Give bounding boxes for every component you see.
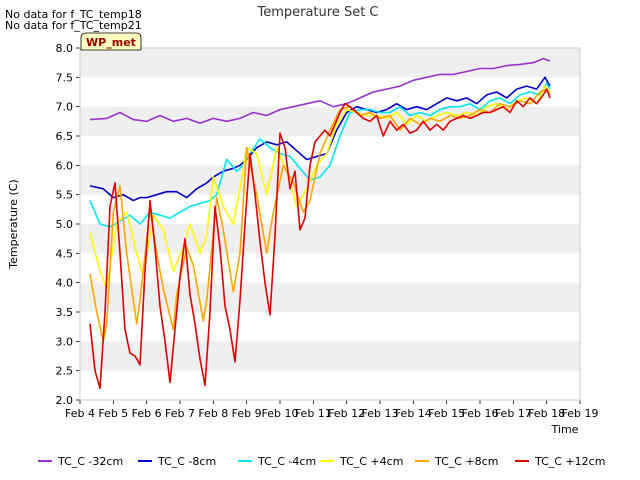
plot-frame [79, 47, 581, 401]
grid-band [80, 165, 580, 195]
legend-label: TC_C -8cm [157, 455, 216, 468]
x-tick-label: Feb 14 [395, 407, 432, 420]
x-tick-label: Feb 15 [428, 407, 465, 420]
no-data-note-1: No data for f_TC_temp18 [5, 8, 142, 21]
x-tick-label: Feb 6 [132, 407, 162, 420]
series-line-2 [89, 76, 551, 202]
grid-band [80, 341, 580, 371]
y-tick-label: 8.0 [56, 42, 74, 55]
wp-met-badge: WP_met [80, 32, 142, 51]
x-tick-label: Feb 11 [295, 407, 332, 420]
no-data-note-2: No data for f_TC_temp21 [5, 19, 142, 32]
x-tick-label: Feb 4 [65, 407, 95, 420]
x-tick-label: Feb 10 [262, 407, 299, 420]
grid-band [80, 48, 580, 78]
x-tick-label: Feb 16 [462, 407, 499, 420]
y-tick-label: 5.0 [56, 218, 74, 231]
x-tick-label: Feb 5 [98, 407, 128, 420]
badge-shape [80, 32, 142, 51]
y-tick-label: 6.0 [56, 159, 74, 172]
grid-bands [80, 48, 580, 371]
x-tick-label: Feb 8 [198, 407, 228, 420]
legend-label: TC_C -4cm [257, 455, 316, 468]
x-axis-label: Time [551, 423, 579, 436]
y-tick-label: 7.5 [56, 71, 74, 84]
chart-title: Temperature Set C [256, 5, 378, 20]
legend-label: TC_C -32cm [57, 455, 123, 468]
y-tick-label: 6.5 [56, 130, 74, 143]
x-tick-label: Feb 17 [495, 407, 532, 420]
x-axis: Feb 4 Feb 5 Feb 6 Feb 7 Feb 8 Feb 9 Feb 10Feb … [65, 400, 598, 420]
series-lines [89, 57, 551, 390]
legend-label: TC_C +12cm [534, 455, 605, 468]
y-tick-label: 5.5 [56, 189, 74, 202]
y-tick-label: 3.0 [56, 335, 74, 348]
x-tick-label: Feb 13 [362, 407, 399, 420]
legend-label: TC_C +8cm [434, 455, 498, 468]
x-tick-label: Feb 9 [232, 407, 262, 420]
series-line-1 [89, 57, 551, 124]
y-axis-label: Temperature (C) [7, 179, 20, 269]
series-line-6 [89, 88, 551, 390]
x-tick-label: Feb 12 [328, 407, 365, 420]
y-tick-label: 3.5 [56, 306, 74, 319]
series-line-4 [89, 85, 551, 290]
y-tick-label: 4.0 [56, 277, 74, 290]
x-tick-label: Feb 18 [528, 407, 565, 420]
legend-label: TC_C +4cm [339, 455, 403, 468]
x-tick-label: Feb 7 [165, 407, 195, 420]
y-tick-label: 2.5 [56, 365, 74, 378]
badge-label: WP_met [86, 36, 136, 49]
y-tick-label: 4.5 [56, 247, 74, 260]
y-tick-label: 7.0 [56, 101, 74, 114]
legend: TC_C -32cm TC_C -8cm TC_C -4cm TC_C +4cm TC_… [38, 455, 605, 468]
x-tick-label: Feb 19 [562, 407, 599, 420]
y-tick-label: 2.0 [56, 394, 74, 407]
grid-band [80, 282, 580, 312]
y-axis: 2.0 2.5 3.0 3.5 4.0 4.5 5.0 5.5 6.0 6.5 7.0 7.5 8.0 [56, 42, 80, 407]
